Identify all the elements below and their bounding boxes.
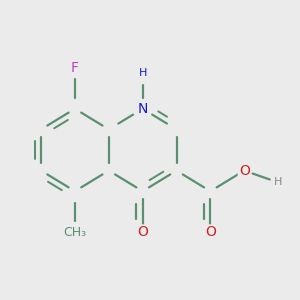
- Text: H: H: [274, 177, 282, 188]
- Text: O: O: [205, 225, 216, 239]
- Text: O: O: [239, 164, 250, 178]
- Text: F: F: [71, 61, 79, 75]
- Text: N: N: [137, 102, 148, 116]
- Text: CH₃: CH₃: [63, 226, 86, 239]
- Text: O: O: [137, 225, 148, 239]
- Text: H: H: [139, 68, 147, 78]
